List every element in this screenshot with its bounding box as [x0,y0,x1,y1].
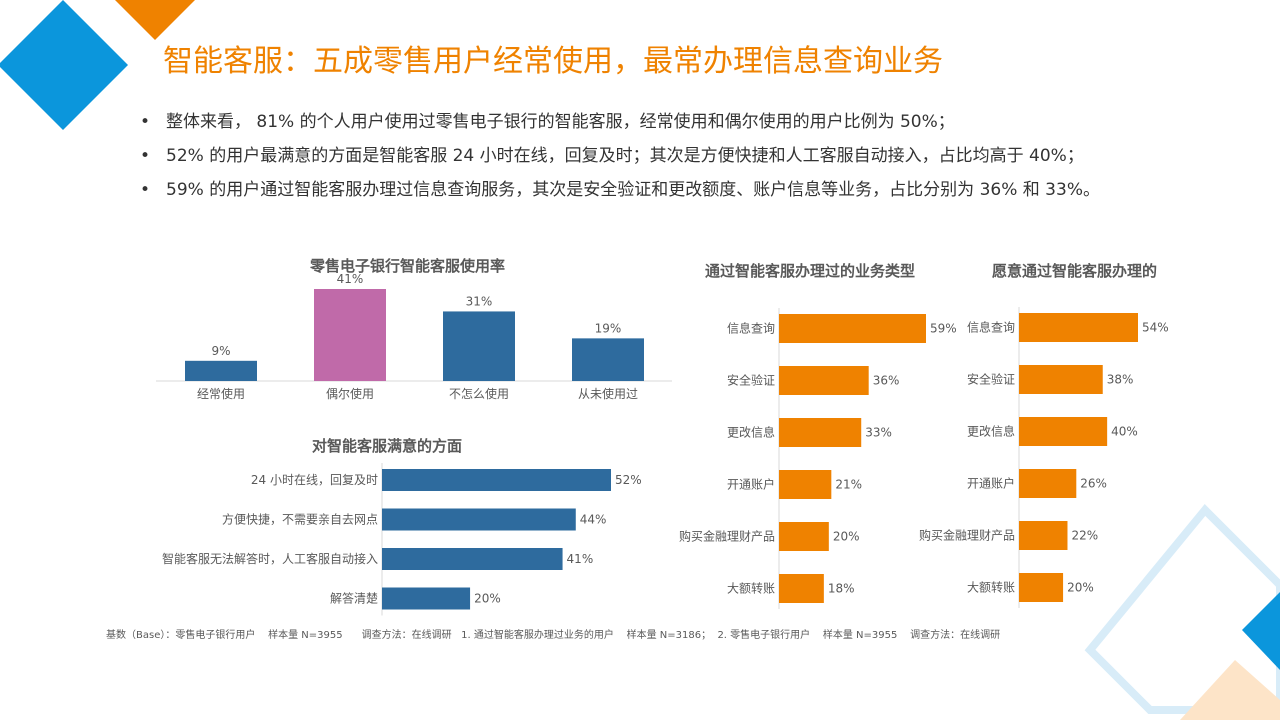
usage-chart: 9% 经常使用 41% 偶尔使用 31% 不怎么使用 19% 从未使用过 [156,272,672,401]
data-label: 41% [567,552,594,566]
category-label: 解答清楚 [330,591,378,606]
usage-chart-title: 零售电子银行智能客服使用率 [310,257,506,275]
data-label: 31% [466,294,493,308]
category-label: 智能客服无法解答时，人工客服自动接入 [162,551,378,566]
page-title: 智能客服：五成零售用户经常使用，最常办理信息查询业务 [163,44,943,79]
bar [382,587,471,610]
willing-chart: 信息查询 54% 安全验证 38% 更改信息 40% 开通账户 26% 购买金融理财产品 22% 大… [919,307,1169,608]
done-chart-title: 通过智能客服办理过的业务类型 [705,262,916,280]
bar [1019,573,1064,602]
satisfaction-chart-title: 对智能客服满意的方面 [312,437,463,455]
bar [185,360,257,381]
category-label: 大额转账 [727,581,775,596]
bar [1019,313,1138,342]
data-label: 54% [1142,321,1169,335]
category-label: 安全验证 [727,373,775,388]
bar [1019,365,1103,394]
bar [779,314,926,343]
category-label: 信息查询 [727,321,775,336]
data-label: 21% [835,478,862,492]
bar [779,418,862,447]
category-label: 购买金融理财产品 [679,529,775,544]
category-label: 安全验证 [967,372,1015,387]
data-label: 9% [211,344,230,358]
category-label: 24 小时在线，回复及时 [251,473,378,487]
category-label: 更改信息 [727,425,775,440]
bar [382,508,576,531]
satisfaction-chart: 24 小时在线，回复及时 52% 方便快捷，不需要亲自去网点 44% 智能客服无法解答时… [162,463,642,616]
bar [572,338,644,381]
category-label: 信息查询 [967,320,1015,335]
data-label: 52% [615,473,642,487]
data-label: 26% [1080,477,1107,491]
data-label: 22% [1071,529,1098,543]
bar [443,311,515,381]
category-label: 购买金融理财产品 [919,528,1015,543]
category-label: 更改信息 [967,424,1015,439]
category-label: 开通账户 [967,476,1015,491]
category-label: 从未使用过 [578,386,638,401]
data-label: 20% [1067,581,1094,595]
data-label: 20% [833,530,860,544]
data-label: 36% [873,374,900,388]
category-label: 方便快捷，不需要亲自去网点 [222,512,378,527]
done-via-chart: 信息查询 59% 安全验证 36% 更改信息 33% 开通账户 21% 购买金融理财产品 20% 大… [679,308,957,609]
category-label: 偶尔使用 [326,386,374,401]
bar [382,469,611,491]
bullet-item: 整体来看， 81% 的个人用户使用过零售电子银行的智能客服，经常使用和偶尔使用的… [140,110,1100,144]
decor-bottom-right [1084,504,1280,720]
bar [779,522,829,551]
decor-top-left [0,0,195,130]
bullet-item: 52% 的用户最满意的方面是智能客服 24 小时在线，回复及时；其次是方便快捷和… [140,144,1100,178]
category-label: 大额转账 [967,580,1015,595]
bar [314,289,386,381]
bar [779,574,824,603]
data-label: 40% [1111,425,1138,439]
summary-bullets: 整体来看， 81% 的个人用户使用过零售电子银行的智能客服，经常使用和偶尔使用的… [140,110,1100,212]
data-label: 33% [865,426,892,440]
category-label: 经常使用 [197,386,245,401]
bullet-item: 59% 的用户通过智能客服办理过信息查询服务，其次是安全验证和更改额度、账户信息… [140,178,1100,212]
data-label: 19% [595,321,622,335]
data-label: 44% [580,513,607,527]
data-label: 20% [474,592,501,606]
bar [1019,521,1068,550]
footnote: 基数（Base）：零售电子银行用户 样本量 N=3955 调查方法：在线调研 1… [106,630,1001,641]
bar [1019,417,1108,446]
category-label: 开通账户 [727,477,775,492]
data-label: 59% [930,322,957,336]
category-label: 不怎么使用 [449,386,509,401]
bar [779,470,832,499]
willing-chart-title: 愿意通过智能客服办理的 [992,262,1158,280]
data-label: 38% [1107,373,1134,387]
data-label: 41% [337,272,364,286]
data-label: 18% [828,582,855,596]
bar [382,548,563,570]
bar [779,366,869,395]
bar [1019,469,1077,498]
